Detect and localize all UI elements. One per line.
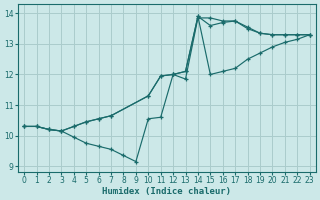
X-axis label: Humidex (Indice chaleur): Humidex (Indice chaleur) (102, 187, 231, 196)
